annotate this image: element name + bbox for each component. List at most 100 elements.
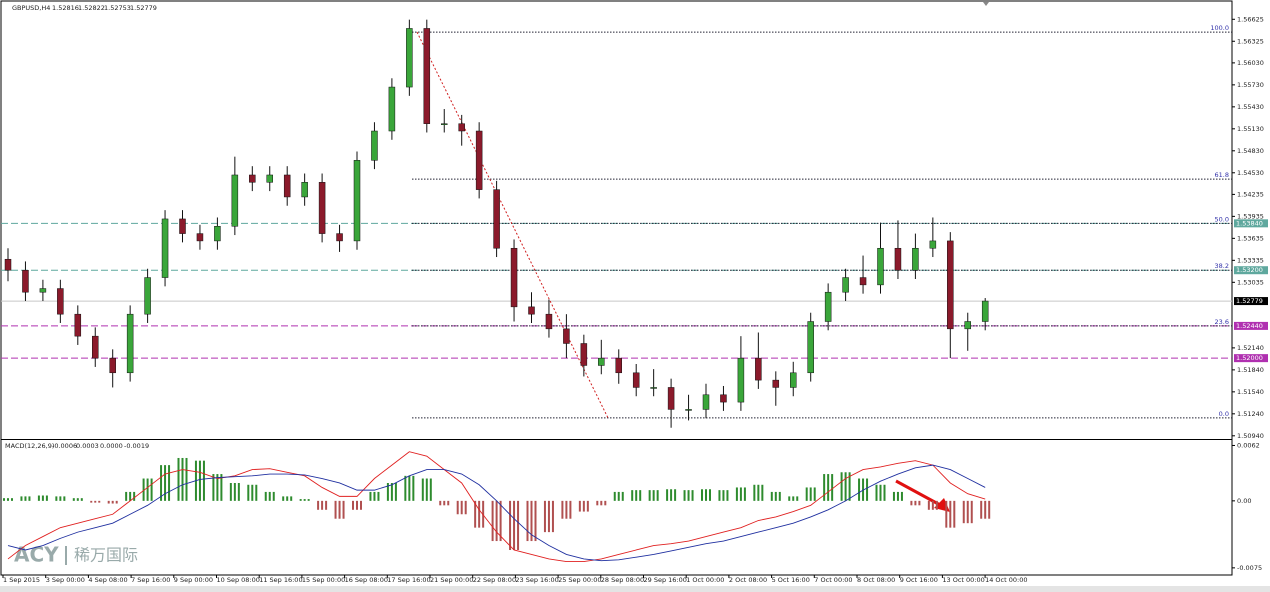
candle-body [214, 226, 221, 242]
x-tick-label: 4 Sep 08:00 [88, 576, 127, 584]
macd-value: -0.0006 [52, 442, 77, 450]
macd-value: -0.0019 [124, 442, 149, 450]
candle-body [301, 182, 308, 198]
candle-body [423, 28, 431, 124]
candle-body [807, 321, 814, 374]
candle-body [406, 28, 413, 88]
candle-body [283, 174, 291, 198]
candle-body [57, 288, 64, 315]
ohlc-value: 1.52816 [52, 4, 79, 12]
y-tick-label: 1.53635 [1237, 234, 1264, 242]
plot-frame [0, 0, 1233, 576]
candle-body [126, 313, 134, 374]
candle-body [196, 233, 204, 242]
watermark-brand: ACY [14, 543, 59, 567]
symbol-title: GBPUSD,H4 [12, 4, 50, 12]
y-tick-label: 1.50940 [1237, 432, 1264, 440]
candle-body [877, 247, 884, 286]
x-tick-label: 1 Oct 00:00 [686, 576, 724, 584]
y-tick-label: 1.54830 [1237, 147, 1264, 155]
candle-body [371, 130, 378, 161]
y-tick-label: 1.56625 [1237, 15, 1264, 23]
y-tick-label: -0.0075 [1237, 564, 1262, 572]
candle-body [790, 372, 797, 388]
x-tick-label: 15 Sep 00:00 [302, 576, 345, 584]
y-tick-label: 1.53335 [1237, 256, 1264, 264]
candle-body [318, 182, 326, 234]
x-tick-label: 11 Sep 16:00 [259, 576, 302, 584]
candle-body [231, 174, 239, 227]
x-tick-label: 28 Sep 08:00 [601, 576, 644, 584]
x-tick-label: 10 Sep 08:00 [217, 576, 260, 584]
y-tick-label: 1.54235 [1237, 190, 1264, 198]
x-tick-label: 22 Sep 08:00 [473, 576, 516, 584]
ohlc-value: 1.52822 [78, 4, 105, 12]
candle-body [615, 357, 622, 374]
candle-body [632, 372, 640, 388]
macd-value: 0.0003 [76, 442, 99, 450]
price-tag-label: 1.52000 [1236, 354, 1263, 362]
candle-body [22, 269, 29, 293]
candle-body [493, 189, 500, 249]
candle-body [929, 240, 937, 249]
y-tick-label: 1.56030 [1237, 59, 1264, 67]
candle-body [4, 258, 12, 271]
candle-body [685, 409, 692, 411]
annotation-arrow [895, 479, 943, 508]
y-tick-label: 1.52140 [1237, 344, 1264, 352]
y-tick-label: 1.51840 [1237, 366, 1264, 374]
candle-body [353, 160, 361, 242]
fib-label: 0.0 [1219, 410, 1229, 418]
fib-label: 23.6 [1215, 318, 1229, 326]
ohlc-value: 1.52753 [104, 4, 131, 12]
candle-body [545, 313, 553, 330]
price-tag [1234, 354, 1268, 363]
price-tag-label: 1.53200 [1236, 266, 1263, 274]
x-tick-label: 5 Oct 16:00 [772, 576, 810, 584]
candle-body [528, 306, 535, 315]
y-tick-label: 1.53035 [1237, 278, 1264, 286]
fib-label: 61.8 [1215, 171, 1229, 179]
y-tick-label: 1.53935 [1237, 212, 1264, 220]
candle-body [912, 247, 919, 271]
y-tick-label: 1.51540 [1237, 388, 1264, 396]
tab-strip [0, 586, 1270, 592]
x-tick-label: 9 Oct 16:00 [900, 576, 938, 584]
candle-body [441, 123, 448, 125]
x-tick-label: 13 Oct 00:00 [942, 576, 984, 584]
candle-body [266, 174, 273, 183]
x-tick-label: 17 Sep 16:00 [387, 576, 430, 584]
shift-marker [983, 2, 989, 6]
x-tick-label: 8 Oct 08:00 [857, 576, 895, 584]
candle-body [650, 387, 657, 389]
ohlc-value: 1.52779 [130, 4, 157, 12]
x-tick-label: 7 Oct 00:00 [814, 576, 852, 584]
candle-body [598, 357, 605, 366]
candle-body [772, 379, 780, 388]
price-tag [1234, 297, 1268, 306]
x-tick-label: 1 Sep 2015 [3, 576, 40, 584]
x-tick-label: 9 Sep 00:00 [174, 576, 213, 584]
x-tick-label: 14 Oct 00:00 [985, 576, 1027, 584]
candle-body [667, 387, 675, 410]
fib-label: 38.2 [1215, 262, 1229, 270]
x-tick-label: 29 Sep 16:00 [644, 576, 687, 584]
x-tick-label: 7 Sep 16:00 [131, 576, 170, 584]
signal-line [7, 464, 986, 562]
x-tick-label: 25 Sep 00:00 [558, 576, 601, 584]
candle-body [947, 240, 954, 330]
price-tag [1234, 266, 1268, 275]
candle-body [161, 218, 169, 278]
candle-body [388, 86, 396, 132]
y-tick-label: 1.55430 [1237, 103, 1264, 111]
candle-body [720, 394, 727, 403]
candle-body [458, 123, 465, 132]
y-tick-label: 0.00 [1237, 497, 1251, 505]
y-tick-label: 1.54530 [1237, 169, 1264, 177]
candle-body [580, 343, 588, 366]
macd-title: MACD(12,26,9) [5, 442, 54, 450]
price-tag [1234, 321, 1268, 330]
candle-body [702, 394, 710, 410]
